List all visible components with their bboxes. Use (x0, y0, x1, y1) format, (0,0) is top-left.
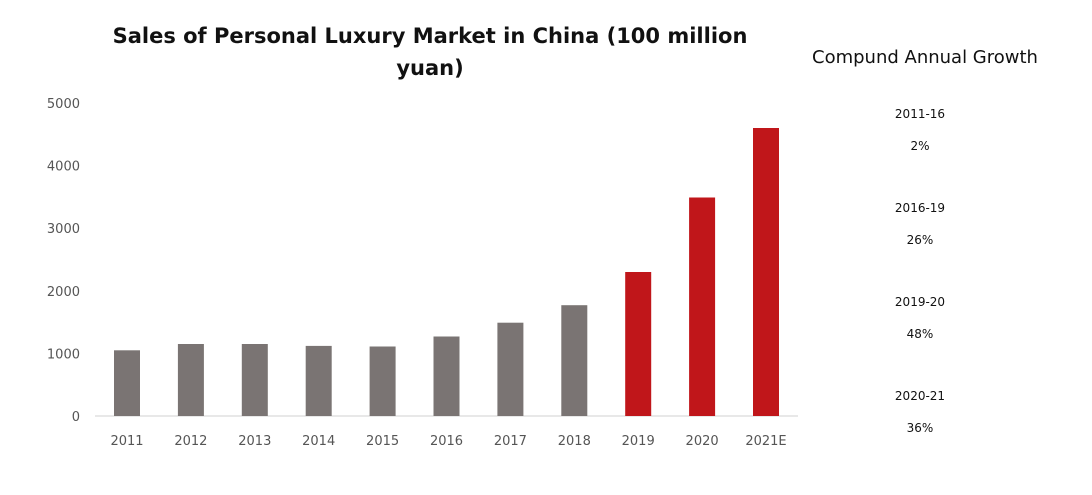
x-tick-label: 2015 (366, 434, 399, 449)
bar-2014 (305, 345, 332, 416)
bar-2013 (241, 344, 268, 416)
x-tick-label: 2018 (558, 434, 591, 449)
bar-2015 (369, 346, 396, 416)
bars (114, 128, 779, 416)
y-tick-label: 2000 (47, 285, 80, 300)
bar-2017 (497, 322, 524, 416)
x-tick-label: 2017 (494, 434, 527, 449)
cagr-item-2011-16: 2011-16 2% (840, 107, 1000, 153)
y-axis-labels: 0 1000 2000 3000 4000 5000 (47, 97, 80, 425)
bar-2019 (625, 272, 652, 416)
cagr-period: 2019-20 (894, 295, 946, 309)
cagr-item-2019-20: 2019-20 48% (840, 295, 1000, 341)
cagr-value: 2% (910, 139, 930, 153)
x-tick-label: 2014 (302, 434, 335, 449)
cagr-value: 48% (906, 327, 934, 341)
cagr-value: 36% (906, 421, 934, 435)
x-tick-label: 2012 (174, 434, 207, 449)
cagr-item-2016-19: 2016-19 26% (840, 201, 1000, 247)
cagr-period: 2016-19 (894, 201, 946, 215)
bar-2020 (689, 197, 716, 416)
x-axis-labels: 2011 2012 2013 2014 2015 2016 2017 2018 2019 2020… (110, 434, 786, 449)
bar-2011 (114, 350, 140, 416)
cagr-heading: Compund Annual Growth (812, 47, 1038, 68)
bar-2016 (433, 336, 460, 416)
bar-2012 (177, 344, 204, 416)
cagr-value: 26% (906, 233, 934, 247)
x-tick-label: 2011 (110, 434, 143, 449)
x-tick-label: 2021E (745, 434, 786, 449)
x-tick-label: 2013 (238, 434, 271, 449)
x-tick-label: 2020 (686, 434, 719, 449)
x-tick-label: 2016 (430, 434, 463, 449)
bar-2021E (753, 128, 779, 416)
y-tick-label: 1000 (47, 347, 80, 362)
bar-2018 (561, 305, 588, 416)
x-tick-label: 2019 (622, 434, 655, 449)
cagr-item-2020-21: 2020-21 36% (840, 389, 1000, 435)
cagr-period: 2020-21 (894, 389, 946, 403)
y-tick-label: 3000 (47, 222, 80, 237)
chart-title: Sales of Personal Luxury Market in China… (112, 24, 748, 80)
y-tick-label: 5000 (47, 97, 80, 112)
y-tick-label: 0 (72, 410, 80, 425)
y-tick-label: 4000 (47, 160, 80, 175)
cagr-period: 2011-16 (894, 107, 946, 121)
